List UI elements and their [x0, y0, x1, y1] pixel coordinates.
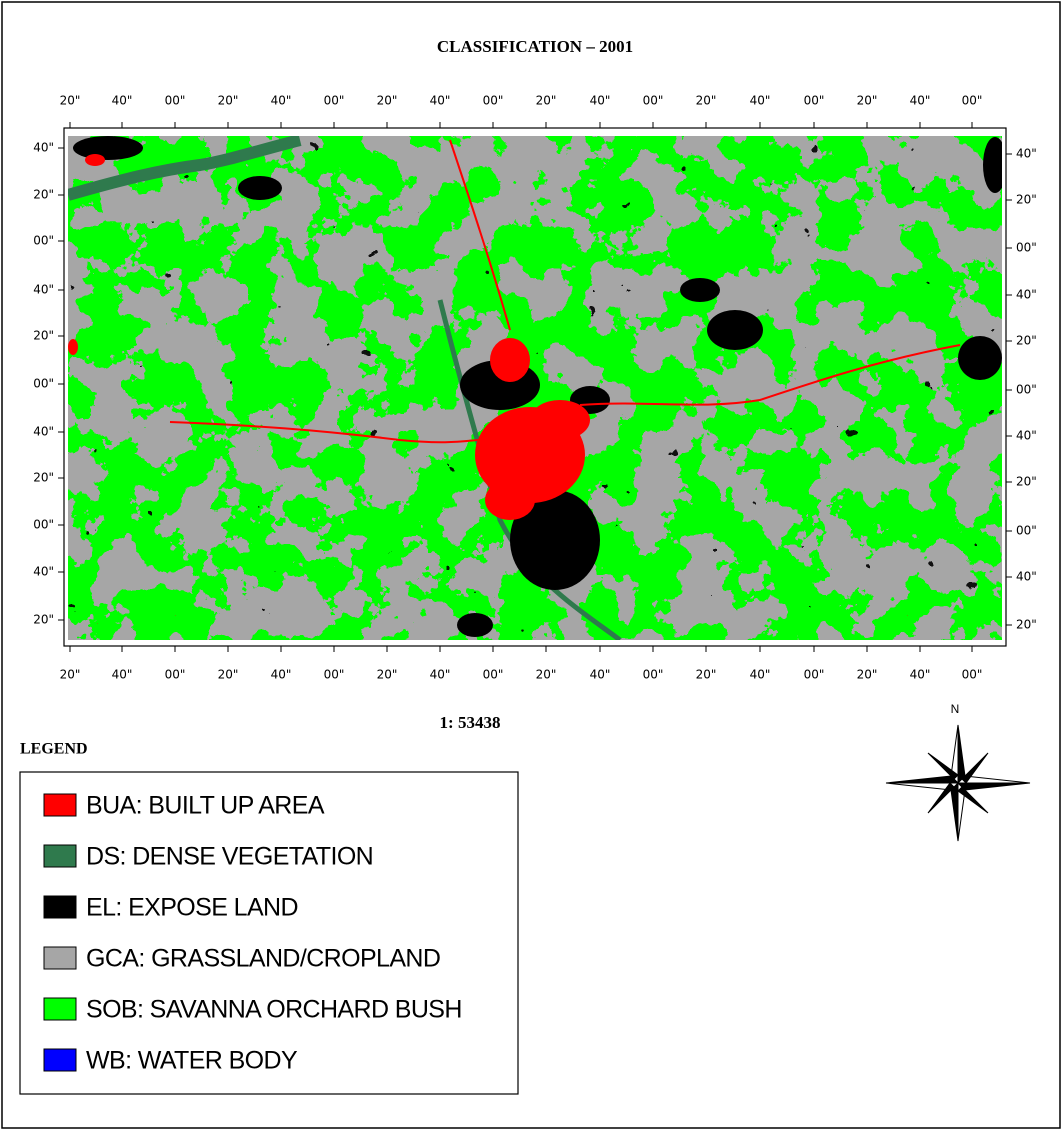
map-frame	[63, 127, 1007, 647]
legend-label: SOB: SAVANNA ORCHARD BUSH	[86, 996, 462, 1024]
bottom-label: 20"	[218, 668, 239, 682]
right-label: 00"	[1016, 241, 1037, 255]
right-label: 20"	[1016, 193, 1037, 207]
top-label: 00"	[165, 94, 186, 108]
top-label: 20"	[218, 94, 239, 108]
bottom-label: 00"	[483, 668, 504, 682]
legend-swatch	[43, 895, 77, 919]
right-label: 00"	[1016, 383, 1037, 397]
left-label: 00"	[33, 377, 54, 391]
bottom-label: 00"	[165, 668, 186, 682]
legend-swatch	[43, 793, 77, 817]
top-label: 40"	[590, 94, 611, 108]
top-label: 00"	[643, 94, 664, 108]
right-label: 40"	[1016, 288, 1037, 302]
scale: 1: 53438	[440, 713, 501, 732]
bottom-label: 00"	[324, 668, 345, 682]
top-label: 20"	[536, 94, 557, 108]
legend-label: DS: DENSE VEGETATION	[86, 843, 373, 871]
right-label: 40"	[1016, 570, 1037, 584]
top-label: 20"	[857, 94, 878, 108]
legend-box	[19, 771, 519, 1095]
top-label: 20"	[696, 94, 717, 108]
top-label: 40"	[910, 94, 931, 108]
left-label: 40"	[33, 425, 54, 439]
north-label: N	[951, 702, 960, 716]
legend: BUA: BUILT UP AREA DS: DENSE VEGETATION EL…	[43, 792, 462, 1075]
left-label: 40"	[33, 565, 54, 579]
bottom-label: 40"	[430, 668, 451, 682]
right-label: 40"	[1016, 429, 1037, 443]
top-label: 40"	[271, 94, 292, 108]
bottom-label: 40"	[271, 668, 292, 682]
legend-swatch	[43, 844, 77, 868]
legend-label: BUA: BUILT UP AREA	[86, 792, 325, 820]
legend-swatch	[43, 1048, 77, 1072]
right-label: 00"	[1016, 524, 1037, 538]
north-arrow	[885, 724, 1031, 842]
top-label: 00"	[483, 94, 504, 108]
left-label: 00"	[33, 518, 54, 532]
left-label: 20"	[33, 188, 54, 202]
right-label: 20"	[1016, 618, 1037, 632]
top-label: 20"	[60, 94, 81, 108]
bottom-label: 20"	[377, 668, 398, 682]
bottom-label: 40"	[112, 668, 133, 682]
legend-swatch	[43, 997, 77, 1021]
classified-raster	[68, 136, 1002, 640]
left-label: 20"	[33, 471, 54, 485]
top-label: 00"	[804, 94, 825, 108]
left-label: 40"	[33, 283, 54, 297]
bottom-label: 20"	[536, 668, 557, 682]
bottom-label: 40"	[590, 668, 611, 682]
graticule-labels: 20" 40" 00" 20" 40" 00" 20" 40" 00" 20" 40" 00" 20" 4…	[33, 94, 1037, 682]
top-label: 40"	[750, 94, 771, 108]
top-label: 00"	[324, 94, 345, 108]
legend-label: GCA: GRASSLAND/CROPLAND	[86, 945, 440, 973]
top-label: 00"	[962, 94, 983, 108]
legend-swatch	[43, 946, 77, 970]
top-label: 20"	[377, 94, 398, 108]
top-label: 40"	[112, 94, 133, 108]
right-label: 20"	[1016, 334, 1037, 348]
map-title: CLASSIFICATION – 2001	[437, 37, 633, 56]
bottom-label: 20"	[857, 668, 878, 682]
left-label: 00"	[33, 234, 54, 248]
legend-label: EL: EXPOSE LAND	[86, 894, 298, 922]
bottom-label: 40"	[910, 668, 931, 682]
legend-title: LEGEND	[20, 741, 88, 758]
bottom-label: 20"	[696, 668, 717, 682]
bottom-label: 00"	[804, 668, 825, 682]
right-label: 20"	[1016, 475, 1037, 489]
left-label: 40"	[33, 141, 54, 155]
bottom-label: 00"	[643, 668, 664, 682]
right-label: 40"	[1016, 147, 1037, 161]
bottom-label: 20"	[60, 668, 81, 682]
bottom-label: 40"	[750, 668, 771, 682]
bottom-label: 00"	[962, 668, 983, 682]
legend-label: WB: WATER BODY	[86, 1047, 298, 1075]
left-label: 20"	[33, 329, 54, 343]
top-label: 40"	[430, 94, 451, 108]
left-label: 20"	[33, 613, 54, 627]
